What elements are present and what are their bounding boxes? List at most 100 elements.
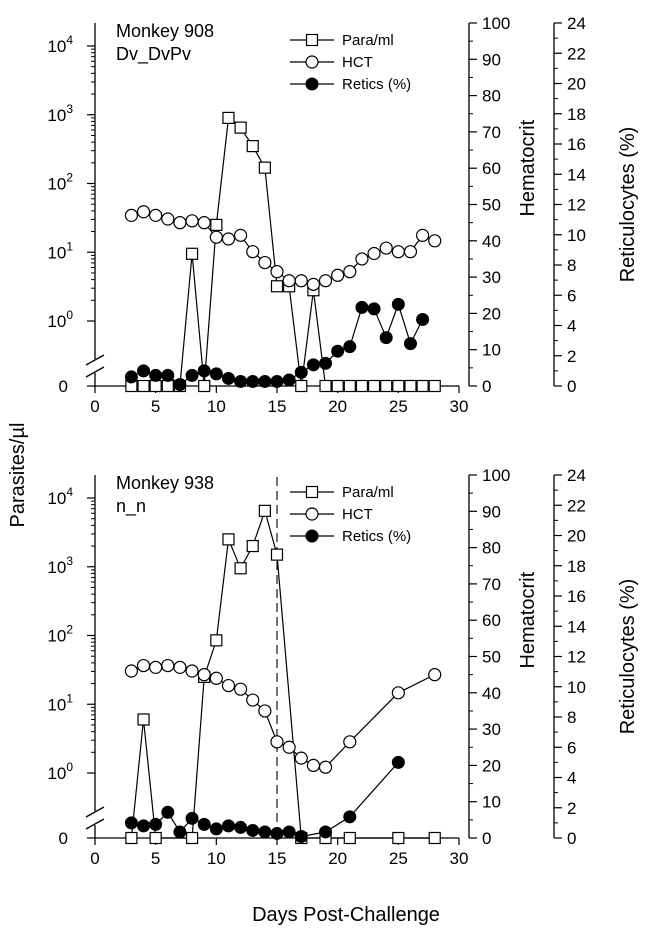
x-tick-label: 25 bbox=[389, 849, 408, 868]
marker-para bbox=[344, 381, 355, 392]
marker-hct bbox=[368, 248, 380, 260]
marker-hct bbox=[404, 246, 416, 258]
marker-hct bbox=[235, 229, 247, 241]
legend: Para/ml HCT Retics (%) bbox=[290, 484, 411, 545]
marker-retics bbox=[162, 369, 174, 381]
marker-retics bbox=[320, 357, 332, 369]
marker-para bbox=[369, 381, 380, 392]
hematocrit-tick-label: 0 bbox=[482, 829, 491, 848]
x-tick-label: 5 bbox=[151, 849, 160, 868]
legend-label: Para/ml bbox=[342, 32, 394, 49]
marker-retics bbox=[162, 806, 174, 818]
hematocrit-axis-label: Hematocrit bbox=[517, 571, 539, 668]
hematocrit-tick-label: 70 bbox=[482, 575, 501, 594]
hematocrit-tick-label: 90 bbox=[482, 502, 501, 521]
marker-para bbox=[272, 549, 283, 560]
reticulocyte-tick-label: 20 bbox=[567, 75, 586, 94]
marker-hct bbox=[210, 672, 222, 684]
marker-para bbox=[199, 381, 210, 392]
marker-para bbox=[138, 714, 149, 725]
marker-retics bbox=[210, 823, 222, 835]
marker-hct bbox=[138, 660, 150, 672]
marker-retics bbox=[320, 826, 332, 838]
marker-retics bbox=[259, 375, 271, 387]
marker-hct bbox=[306, 56, 318, 68]
marker-retics bbox=[150, 369, 162, 381]
marker-retics bbox=[247, 824, 259, 836]
marker-hct bbox=[271, 266, 283, 278]
marker-retics bbox=[306, 78, 318, 90]
reticulocyte-tick-label: 12 bbox=[567, 648, 586, 667]
marker-retics bbox=[222, 372, 234, 384]
x-tick-label: 5 bbox=[151, 397, 160, 416]
reticulocyte-tick-label: 2 bbox=[567, 799, 576, 818]
reticulocyte-tick-label: 6 bbox=[567, 738, 576, 757]
x-tick-label: 10 bbox=[207, 397, 226, 416]
marker-hct bbox=[271, 736, 283, 748]
marker-para bbox=[393, 833, 404, 844]
marker-hct bbox=[222, 680, 234, 692]
marker-retics bbox=[368, 303, 380, 315]
y-tick-label: 102 bbox=[47, 623, 73, 646]
reticulocyte-axis-label: Reticulocytes (%) bbox=[617, 127, 639, 283]
y-tick-label: 103 bbox=[47, 554, 73, 577]
series-retics bbox=[125, 756, 404, 842]
legend-label: Retics (%) bbox=[342, 76, 411, 93]
marker-hct bbox=[283, 741, 295, 753]
marker-para bbox=[235, 563, 246, 574]
marker-hct bbox=[162, 213, 174, 225]
x-tick-label: 15 bbox=[268, 397, 287, 416]
x-tick-label: 30 bbox=[450, 849, 469, 868]
marker-hct bbox=[332, 269, 344, 281]
marker-retics bbox=[283, 826, 295, 838]
hematocrit-tick-label: 30 bbox=[482, 720, 501, 739]
marker-para bbox=[393, 381, 404, 392]
hematocrit-tick-label: 20 bbox=[482, 756, 501, 775]
y-tick-label: 0 bbox=[59, 829, 68, 848]
marker-hct bbox=[222, 233, 234, 245]
marker-hct bbox=[210, 231, 222, 243]
marker-retics bbox=[198, 818, 210, 830]
panel-subtitle: n_n bbox=[116, 496, 146, 517]
marker-hct bbox=[320, 761, 332, 773]
panel-title: Monkey 938 bbox=[116, 473, 214, 493]
hematocrit-tick-label: 80 bbox=[482, 539, 501, 558]
marker-retics bbox=[125, 817, 137, 829]
marker-para bbox=[247, 141, 258, 152]
reticulocyte-tick-label: 14 bbox=[567, 165, 586, 184]
marker-hct bbox=[259, 705, 271, 717]
legend-label: HCT bbox=[342, 506, 373, 523]
marker-para bbox=[211, 635, 222, 646]
hematocrit-tick-label: 70 bbox=[482, 123, 501, 142]
marker-hct bbox=[320, 275, 332, 287]
x-tick-label: 20 bbox=[328, 849, 347, 868]
marker-para bbox=[138, 381, 149, 392]
marker-hct bbox=[247, 246, 259, 258]
series-line-hct bbox=[131, 666, 434, 768]
reticulocyte-tick-label: 16 bbox=[567, 135, 586, 154]
hematocrit-tick-label: 80 bbox=[482, 87, 501, 106]
hematocrit-tick-label: 30 bbox=[482, 268, 501, 287]
marker-para bbox=[223, 112, 234, 123]
marker-para bbox=[126, 833, 137, 844]
x-tick-label: 0 bbox=[90, 849, 99, 868]
marker-retics bbox=[186, 812, 198, 824]
reticulocyte-tick-label: 10 bbox=[567, 678, 586, 697]
y-tick-label: 101 bbox=[47, 239, 73, 262]
marker-hct bbox=[344, 736, 356, 748]
marker-retics bbox=[417, 313, 429, 325]
reticulocyte-tick-label: 14 bbox=[567, 617, 586, 636]
marker-retics bbox=[222, 820, 234, 832]
marker-para bbox=[429, 833, 440, 844]
marker-hct bbox=[150, 209, 162, 221]
marker-para bbox=[223, 534, 234, 545]
reticulocyte-tick-label: 22 bbox=[567, 496, 586, 515]
marker-retics bbox=[344, 341, 356, 353]
marker-hct bbox=[307, 278, 319, 290]
marker-hct bbox=[417, 229, 429, 241]
panel-subtitle: Dv_DvPv bbox=[116, 44, 191, 65]
x-tick-label: 20 bbox=[328, 397, 347, 416]
reticulocyte-tick-label: 8 bbox=[567, 708, 576, 727]
marker-hct bbox=[174, 661, 186, 673]
